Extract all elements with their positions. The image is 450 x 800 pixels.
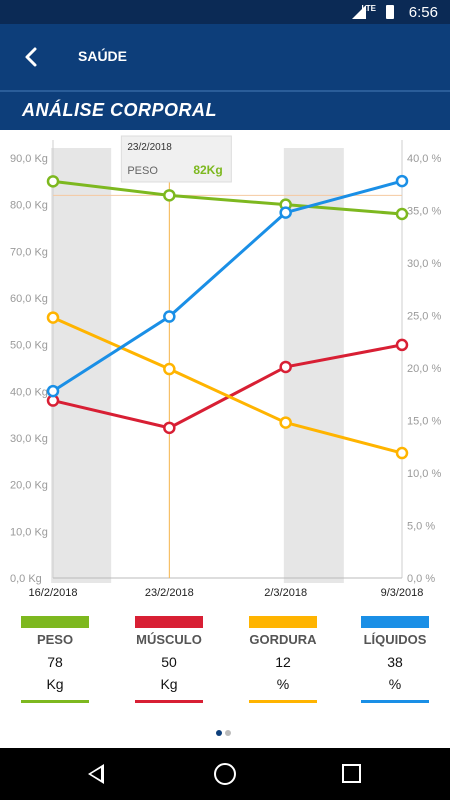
legend-unit: % [276, 676, 290, 692]
series-line [52, 179, 403, 216]
legend-tab-marker [21, 616, 89, 628]
left-tick-label: 0,0 Kg [10, 573, 42, 585]
legend-item[interactable]: MÚSCULO 50 Kg [135, 614, 203, 706]
network-type: LTE [361, 4, 376, 13]
data-point [163, 421, 176, 435]
section-title: ANÁLISE CORPORAL [22, 100, 218, 120]
legend-value: 12 [275, 654, 291, 670]
back-triangle-icon[interactable] [88, 764, 104, 784]
x-tick-label: 16/2/2018 [29, 587, 78, 599]
x-tick-label: 2/3/2018 [264, 587, 307, 599]
legend-name: GORDURA [249, 632, 317, 647]
clock: 6:56 [408, 4, 438, 21]
x-tick-label: 23/2/2018 [145, 587, 194, 599]
legend-underline [21, 700, 89, 703]
legend-tab-marker [249, 616, 317, 628]
legend-value: 38 [387, 654, 403, 670]
battery-icon [386, 5, 394, 19]
legend-tab-marker [135, 616, 203, 628]
tooltip-label: PESO [127, 165, 158, 177]
series-line [52, 316, 403, 455]
legend-unit: % [388, 676, 402, 692]
data-point [395, 207, 409, 221]
page-dot[interactable] [216, 730, 222, 736]
section-header: ANÁLISE CORPORAL [0, 90, 450, 130]
left-tick-label: 80,0 Kg [10, 200, 48, 212]
left-tick-label: 20,0 Kg [10, 480, 48, 492]
left-tick-label: 40,0 Kg [10, 386, 48, 398]
page-title: SAÚDE [78, 48, 128, 64]
right-tick-label: 40,0 % [407, 153, 441, 165]
legend-value: 78 [47, 654, 63, 670]
right-tick-label: 5,0 % [407, 521, 435, 533]
right-tick-label: 10,0 % [407, 468, 441, 480]
right-tick-label: 30,0 % [407, 258, 441, 270]
tooltip-date: 23/2/2018 [127, 142, 172, 153]
tooltip-box [120, 135, 232, 183]
legend-underline [361, 700, 429, 703]
right-tick-label: 35,0 % [407, 206, 441, 218]
signal-icon [352, 5, 366, 19]
data-point [163, 189, 176, 202]
shaded-column [51, 148, 112, 583]
legend-name: LÍQUIDOS [363, 632, 427, 647]
arrow-left-icon[interactable] [16, 42, 46, 72]
app-bar: SAÚDE [0, 24, 450, 90]
left-tick-label: 60,0 Kg [10, 293, 48, 305]
right-tick-label: 15,0 % [407, 416, 441, 428]
page-indicator [0, 728, 450, 738]
status-bar: LTE 6:56 [0, 0, 450, 24]
data-point [46, 311, 60, 324]
tooltip-value: 82Kg [193, 163, 222, 177]
left-tick-label: 30,0 Kg [10, 433, 48, 445]
data-point [279, 360, 292, 374]
legend-unit: Kg [160, 676, 178, 692]
legend-underline [135, 700, 203, 703]
legend-value: 50 [161, 654, 177, 670]
navigation-bar [0, 748, 450, 800]
data-point [279, 416, 292, 429]
legend-name: MÚSCULO [136, 632, 202, 647]
data-point [279, 206, 292, 219]
legend-item[interactable]: LÍQUIDOS 38% [361, 614, 429, 706]
left-tick-label: 50,0 Kg [10, 340, 48, 352]
right-tick-label: 0,0 % [407, 573, 435, 585]
data-point [46, 175, 60, 188]
legend-unit: Kg [46, 676, 64, 692]
data-point [395, 446, 409, 460]
data-point [46, 384, 60, 398]
data-point [163, 362, 176, 376]
recents-square-icon[interactable] [342, 764, 361, 783]
right-tick-label: 25,0 % [407, 311, 441, 323]
data-point [395, 338, 409, 352]
legend-name: PESO [36, 632, 74, 647]
x-tick-label: 9/3/2018 [381, 587, 424, 599]
left-tick-label: 70,0 Kg [10, 246, 48, 258]
legend-item[interactable]: PESO 78 Kg [21, 614, 89, 706]
legend-item[interactable]: GORDURA 12% [249, 614, 317, 706]
legend-tab-marker [361, 616, 429, 628]
right-tick-label: 20,0 % [407, 363, 441, 375]
legend-underline [249, 700, 317, 703]
chart-legend: PESO 78 Kg MÚSCULO 50 Kg GORDURA 12% LÍQUIDOS 38% [0, 614, 450, 714]
series-line [52, 179, 403, 393]
page-dot[interactable] [225, 730, 231, 736]
body-analysis-chart[interactable]: 0,0 Kg 10,0 Kg 20,0 Kg 30,0 Kg 40,0 Kg 50,0 K… [0, 128, 450, 612]
data-point [163, 310, 176, 323]
home-circle-icon[interactable] [214, 763, 236, 785]
data-point [395, 174, 409, 188]
left-tick-label: 90,0 Kg [10, 153, 48, 165]
left-tick-label: 10,0 Kg [10, 526, 48, 538]
